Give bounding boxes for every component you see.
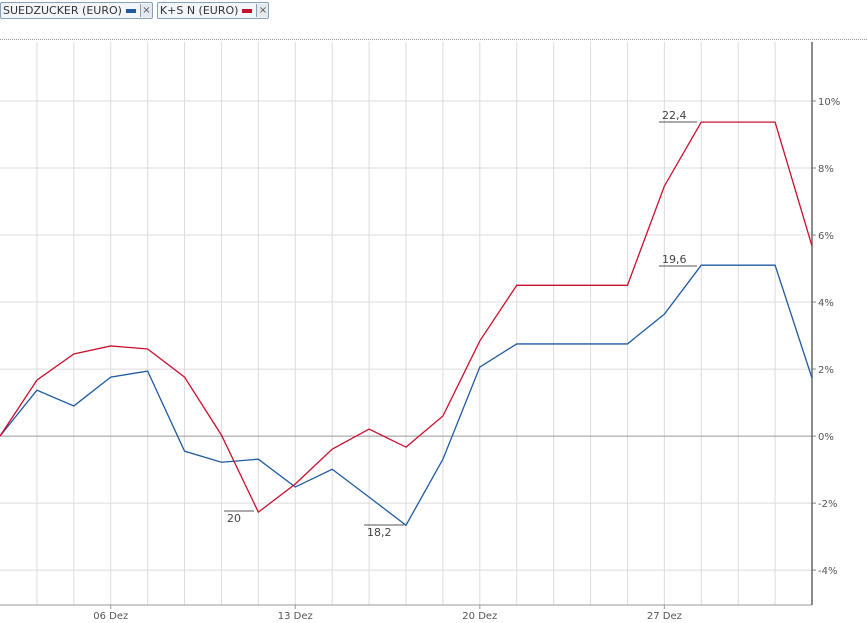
separator xyxy=(0,39,867,40)
legend-label: SUEDZUCKER (EURO) xyxy=(3,4,122,17)
annotation: 18,2 xyxy=(367,526,392,539)
legend-item: K+S N (EURO) × xyxy=(156,2,270,19)
y-tick-label: -4% xyxy=(818,566,837,577)
x-tick-label: 06 Dez xyxy=(93,611,128,622)
y-tick-label: -2% xyxy=(818,499,837,510)
remove-button[interactable]: × xyxy=(139,4,152,17)
series-line xyxy=(0,264,813,527)
series-line xyxy=(0,121,813,514)
y-tick-label: 10% xyxy=(818,97,840,108)
y-tick-label: 6% xyxy=(818,231,834,242)
annotation: 19,6 xyxy=(662,253,687,266)
annotation: 20 xyxy=(227,512,241,525)
legend-swatch xyxy=(125,8,136,13)
legend-item: SUEDZUCKER (EURO) × xyxy=(0,2,153,19)
remove-button[interactable]: × xyxy=(256,4,269,17)
y-tick-label: 8% xyxy=(818,164,834,175)
x-tick-label: 13 Dez xyxy=(278,611,313,622)
y-tick-label: 0% xyxy=(818,432,834,443)
y-tick-label: 2% xyxy=(818,365,834,376)
y-tick-label: 4% xyxy=(818,298,834,309)
x-tick-label: 27 Dez xyxy=(647,611,682,622)
legend-label: K+S N (EURO) xyxy=(159,4,239,17)
legend: SUEDZUCKER (EURO) × K+S N (EURO) × xyxy=(0,2,270,20)
x-tick-label: 20 Dez xyxy=(462,611,497,622)
legend-swatch xyxy=(242,8,253,13)
annotation: 22,4 xyxy=(662,109,687,122)
